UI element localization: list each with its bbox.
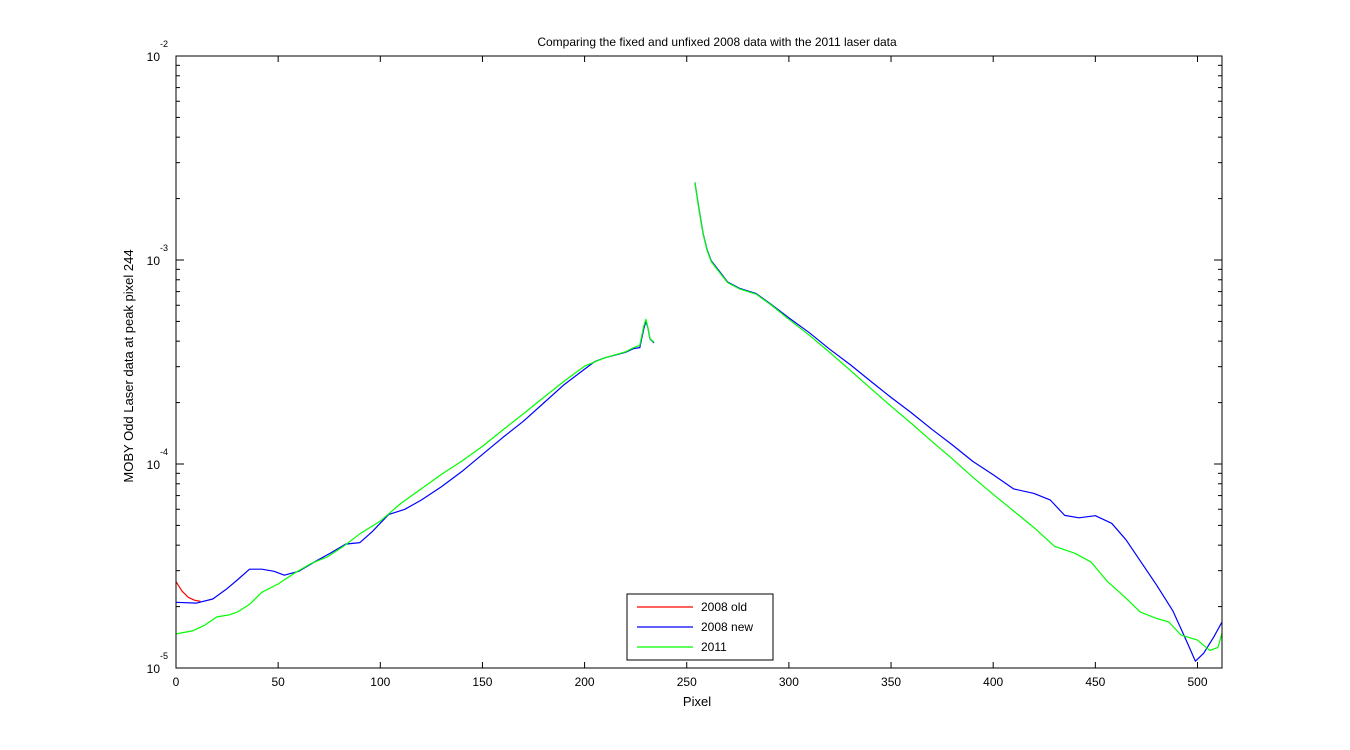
legend-label-2008-old: 2008 old	[701, 600, 747, 614]
y-tick-label-exponent: -2	[160, 39, 168, 49]
x-tick-label: 450	[1085, 675, 1105, 689]
y-tick-label-base: 10	[147, 662, 161, 676]
x-axis-ticks: 0 50 100 150 200 250 300 350 400 450 500	[173, 56, 1208, 689]
legend[interactable]: 2008 old 2008 new 2011	[626, 593, 774, 661]
y-tick-label-exponent: -4	[160, 447, 168, 457]
legend-label-2008-new: 2008 new	[701, 620, 753, 634]
y-tick-label-base: 10	[147, 50, 161, 64]
x-tick-label: 250	[677, 675, 697, 689]
x-axis-label: Pixel	[683, 694, 711, 709]
y-tick-label-exponent: -3	[160, 243, 168, 253]
y-tick-label-exponent: -5	[160, 651, 168, 661]
x-tick-label: 100	[370, 675, 390, 689]
y-axis-label: MOBY Odd Laser data at peak pixel 244	[121, 249, 136, 482]
series-line-2011	[176, 318, 655, 635]
series-layer	[176, 182, 1222, 662]
x-tick-label: 150	[472, 675, 492, 689]
legend-label-2011: 2011	[701, 640, 727, 654]
x-tick-label: 300	[779, 675, 799, 689]
y-tick-label-base: 10	[147, 458, 161, 472]
plot-frame	[175, 55, 1223, 669]
plot-area	[176, 182, 1222, 662]
x-tick-label: 500	[1187, 675, 1207, 689]
x-tick-label: 400	[983, 675, 1003, 689]
series-line-2011	[694, 182, 1222, 652]
x-tick-label: 0	[173, 675, 180, 689]
y-axis-ticks: 10-210-310-410-5	[147, 39, 1222, 676]
y-tick-label-base: 10	[147, 254, 161, 268]
chart-title: Comparing the fixed and unfixed 2008 dat…	[537, 35, 897, 49]
x-tick-label: 50	[271, 675, 285, 689]
series-line-2008-new	[176, 320, 655, 604]
x-tick-label: 200	[575, 675, 595, 689]
x-tick-label: 350	[881, 675, 901, 689]
series-line-2008-old	[176, 581, 201, 602]
